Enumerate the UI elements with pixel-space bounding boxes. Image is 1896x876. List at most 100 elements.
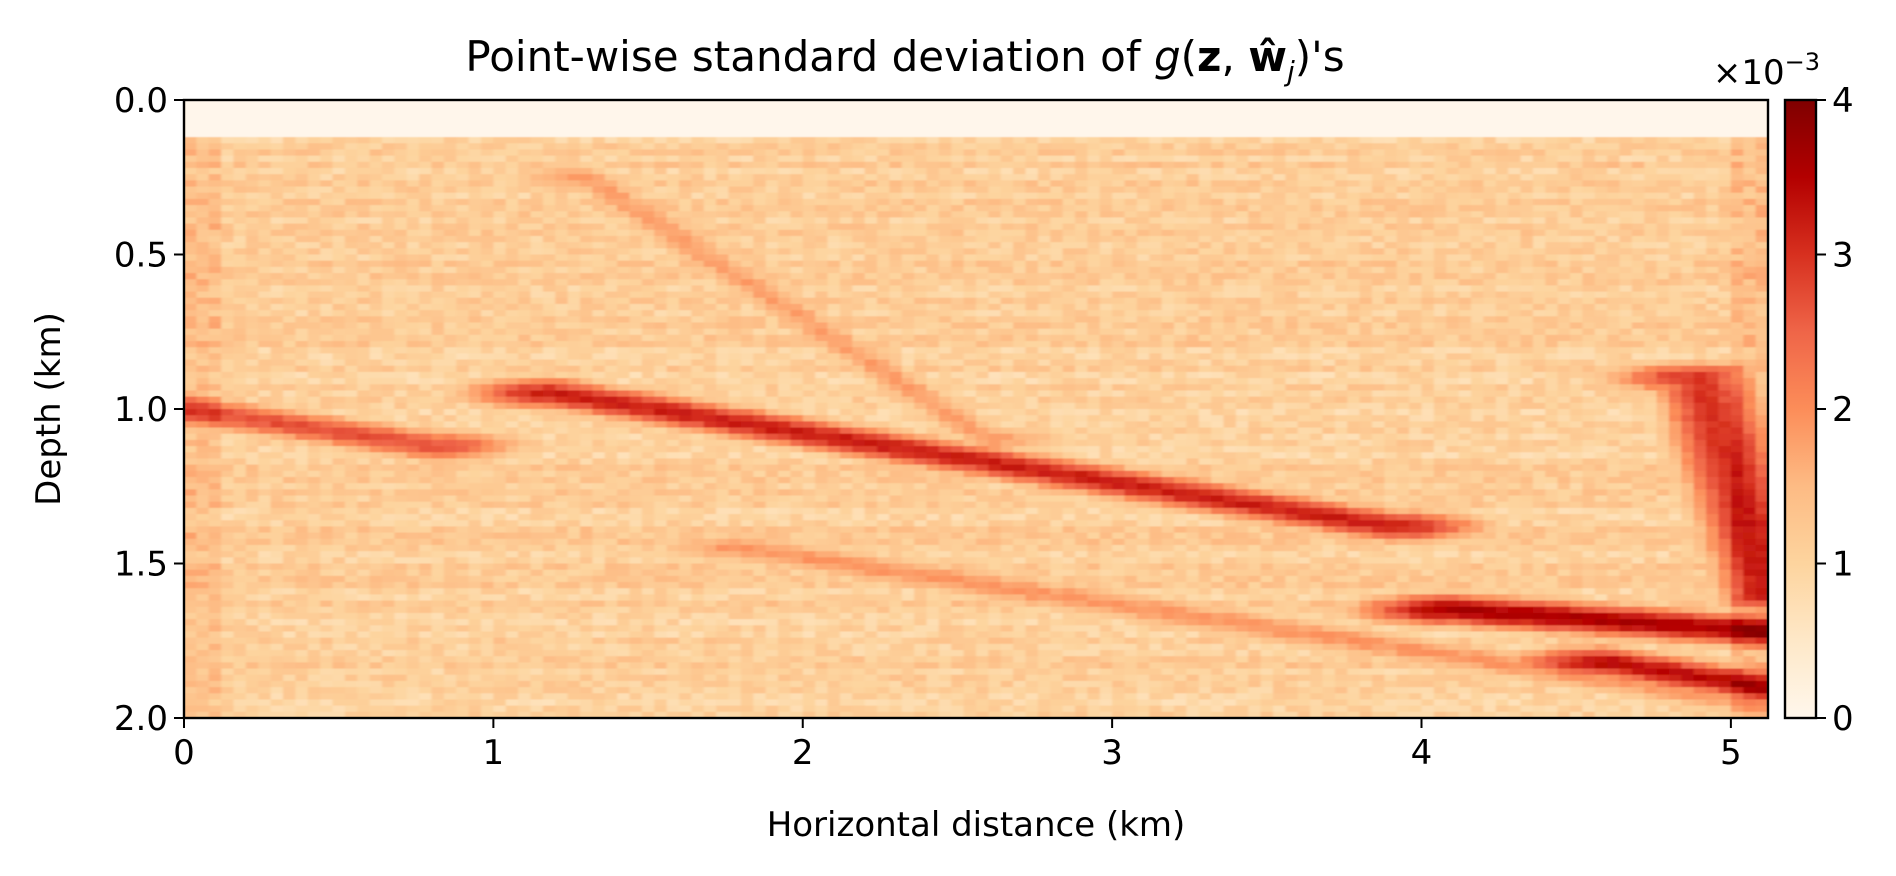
heatmap-cell — [604, 149, 618, 157]
heatmap-cell — [629, 242, 643, 249]
heatmap-cell — [1223, 149, 1237, 157]
heatmap-cell — [431, 334, 445, 342]
heatmap-cell — [1260, 217, 1274, 225]
heatmap-cell — [1347, 334, 1361, 342]
heatmap-cell — [1471, 235, 1484, 243]
heatmap-cell — [1495, 248, 1509, 256]
heatmap-cell — [1421, 260, 1435, 268]
heatmap-cell — [592, 248, 606, 256]
heatmap-cell — [1174, 248, 1187, 256]
heatmap-cell — [443, 118, 457, 126]
heatmap-cell — [196, 112, 210, 120]
heatmap-cell — [1198, 112, 1212, 120]
heatmap-cell — [555, 118, 569, 126]
heatmap-cell — [1458, 285, 1472, 293]
heatmap-cell — [431, 192, 445, 200]
heatmap-cell — [1136, 260, 1150, 268]
heatmap-cell — [1136, 273, 1150, 280]
heatmap-cell — [1495, 229, 1509, 237]
heatmap-cell — [901, 266, 915, 274]
heatmap-cell — [926, 211, 940, 219]
heatmap-cell — [555, 235, 569, 243]
heatmap-cell — [753, 266, 767, 274]
heatmap-cell — [592, 124, 606, 132]
heatmap-cell — [1557, 328, 1571, 336]
heatmap-cell — [505, 334, 519, 342]
heatmap-cell — [196, 322, 210, 330]
heatmap-cell — [679, 235, 692, 243]
heatmap-cell — [839, 155, 853, 163]
heatmap-cell — [604, 143, 618, 151]
heatmap-cell — [1669, 118, 1682, 126]
heatmap-cell — [1174, 143, 1187, 151]
heatmap-cell — [344, 223, 358, 231]
heatmap-cell — [839, 291, 853, 299]
heatmap-cell — [827, 167, 841, 175]
heatmap-cell — [1681, 322, 1695, 330]
heatmap-cell — [1099, 149, 1113, 157]
heatmap-cell — [1582, 155, 1596, 163]
heatmap-cell — [1421, 167, 1435, 175]
heatmap-cell — [245, 106, 259, 113]
heatmap-cell — [889, 291, 903, 299]
heatmap-cell — [938, 167, 952, 175]
heatmap-cell — [1483, 297, 1497, 305]
heatmap-cell — [914, 167, 928, 175]
heatmap-cell — [604, 273, 618, 280]
heatmap-cell — [344, 279, 358, 286]
heatmap-cell — [1755, 198, 1768, 206]
heatmap-cell — [1619, 303, 1633, 311]
heatmap-cell — [295, 124, 309, 132]
heatmap-cell — [357, 130, 371, 138]
heatmap-cell — [1644, 254, 1658, 262]
heatmap-cell — [617, 186, 631, 194]
heatmap-cell — [419, 279, 433, 286]
heatmap-cell — [382, 260, 395, 268]
heatmap-cell — [1619, 118, 1633, 126]
heatmap-cell — [580, 229, 593, 237]
heatmap-cell — [963, 112, 977, 120]
heatmap-cell — [357, 303, 371, 311]
heatmap-cell — [1421, 322, 1435, 330]
heatmap-cell — [307, 211, 321, 219]
heatmap-cell — [344, 205, 358, 212]
heatmap-cell — [1359, 155, 1373, 163]
heatmap-cell — [1062, 155, 1076, 163]
heatmap-cell — [790, 149, 804, 157]
heatmap-cell — [654, 260, 668, 268]
heatmap-cell — [1248, 273, 1262, 280]
heatmap-cell — [827, 130, 841, 138]
heatmap-cell — [530, 186, 544, 194]
heatmap-cell — [307, 248, 321, 256]
heatmap-cell — [864, 180, 878, 188]
heatmap-cell — [1532, 167, 1546, 175]
heatmap-cell — [1421, 223, 1435, 231]
heatmap-cell — [1359, 198, 1373, 206]
heatmap-cell — [1433, 205, 1447, 212]
heatmap-cell — [1062, 334, 1076, 342]
heatmap-cell — [357, 260, 371, 268]
heatmap-cell — [1421, 174, 1435, 181]
heatmap-cell — [233, 223, 247, 231]
heatmap-cell — [1656, 106, 1670, 113]
heatmap-cell — [716, 334, 730, 342]
heatmap-cell — [567, 155, 581, 163]
heatmap-cell — [468, 211, 482, 219]
heatmap-cell — [790, 155, 804, 163]
heatmap-cell — [629, 192, 643, 200]
heatmap-cell — [765, 291, 779, 299]
heatmap-cell — [617, 235, 631, 243]
heatmap-cell — [666, 223, 680, 231]
heatmap-cell — [740, 137, 754, 144]
heatmap-cell — [1186, 242, 1200, 249]
heatmap-cell — [1384, 100, 1398, 107]
heatmap-cell — [1322, 242, 1336, 249]
heatmap-cell — [654, 297, 668, 305]
heatmap-cell — [926, 291, 940, 299]
heatmap-cell — [963, 297, 977, 305]
heatmap-cell — [604, 254, 618, 262]
heatmap-cell — [344, 143, 358, 151]
heatmap-cell — [1161, 260, 1175, 268]
heatmap-cell — [505, 205, 519, 212]
heatmap-cell — [505, 223, 519, 231]
